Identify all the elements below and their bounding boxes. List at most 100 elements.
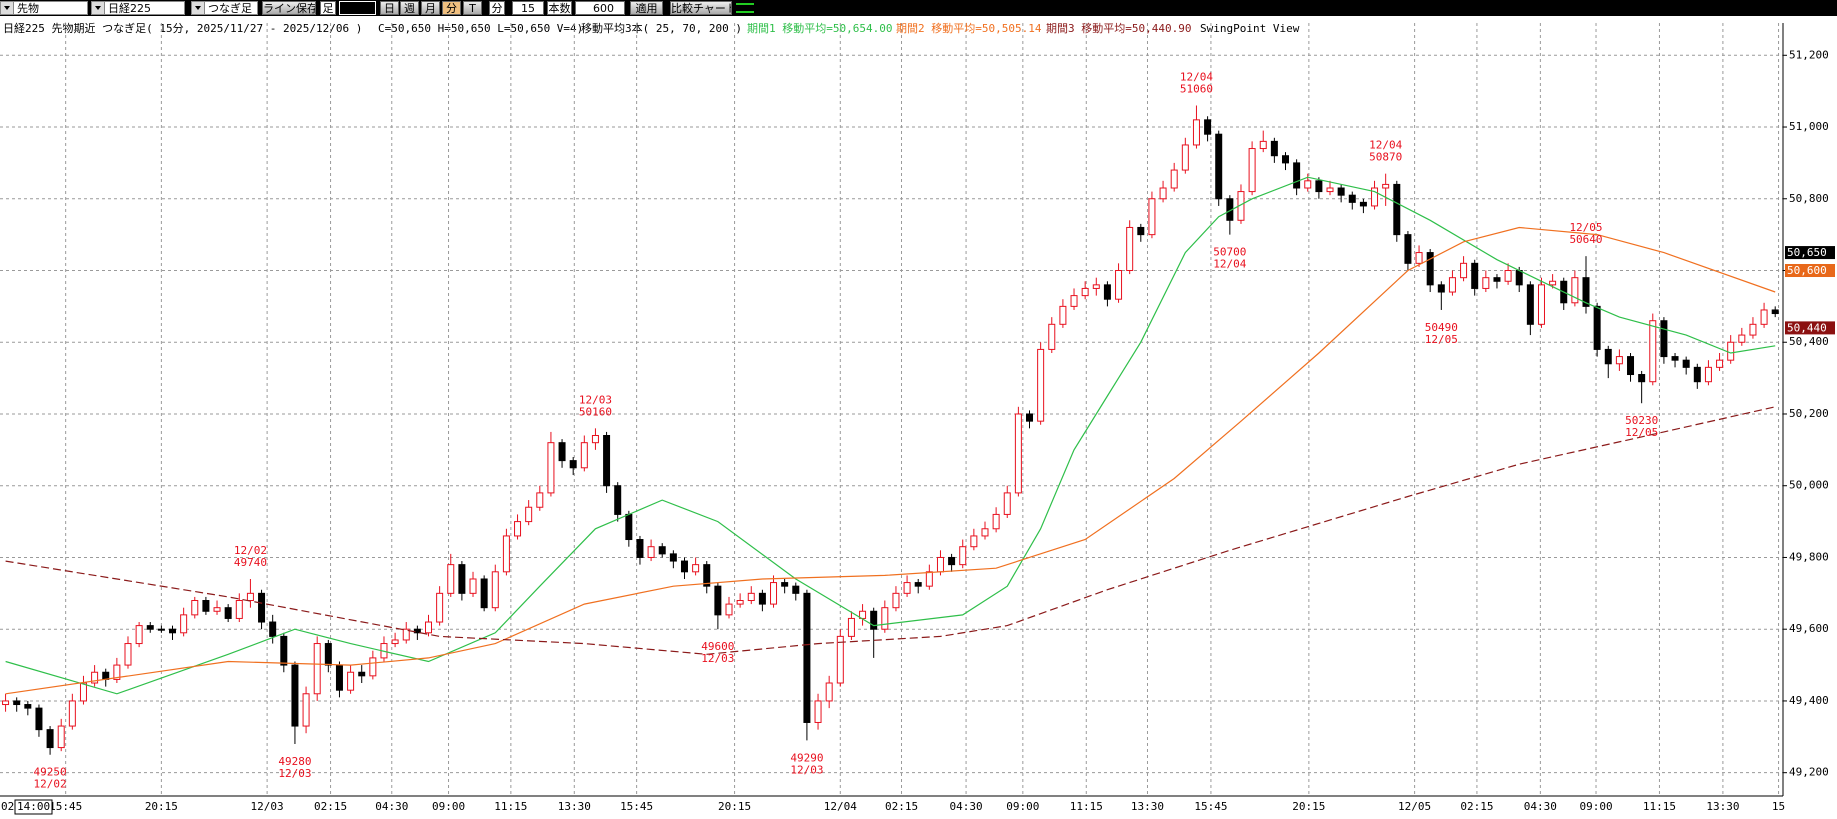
candle-body [1315, 180, 1323, 193]
candle-body [892, 592, 900, 609]
candle-body [1549, 280, 1557, 286]
apply-button[interactable]: 適用 [630, 1, 663, 15]
candle-body [1627, 356, 1635, 376]
foot-label: 足 [320, 1, 336, 15]
candle-body [1159, 187, 1167, 200]
candle-body [1460, 262, 1468, 279]
candle-body [747, 592, 755, 602]
index-select[interactable]: 日経225 [91, 1, 185, 15]
swing-date: 12/02 [234, 544, 267, 557]
candle-body [335, 664, 343, 691]
candle-body [1660, 320, 1668, 358]
candle-body [146, 625, 154, 630]
candle-body [480, 578, 488, 609]
candle-body [1704, 366, 1712, 383]
candle-body [169, 628, 177, 634]
swing-date: 12/03 [790, 763, 823, 776]
candle-body [213, 607, 221, 612]
foot-input[interactable] [339, 1, 376, 15]
candle-body [135, 625, 143, 645]
unit-label: 分 [489, 1, 505, 15]
count-input[interactable]: 600 [575, 1, 625, 15]
period-button[interactable]: 週 [400, 1, 419, 15]
bar-type-select[interactable]: つなぎ足 [191, 1, 258, 15]
candle-body [1103, 284, 1111, 300]
x-tick-label: 02:15 [314, 800, 347, 813]
candle-body [614, 485, 622, 515]
period-button[interactable]: 月 [421, 1, 440, 15]
view-label: SwingPoint View [1200, 22, 1300, 35]
candle-body [1504, 270, 1512, 282]
candle-body [436, 592, 444, 623]
candle-body [1604, 348, 1612, 365]
candle-body [1615, 356, 1623, 365]
candle-body [981, 528, 989, 537]
candle-body [302, 693, 310, 727]
candle-body [1059, 305, 1067, 325]
x-tick-label: 13:30 [1131, 800, 1164, 813]
period-button[interactable]: 分 [442, 1, 461, 15]
x-tick-label: 09:00 [1006, 800, 1039, 813]
swing-date: 12/03 [701, 652, 734, 665]
candle-body [647, 546, 655, 558]
swing-date: 12/05 [1625, 426, 1658, 439]
candle-body [1248, 148, 1256, 193]
candle-body [714, 585, 722, 616]
candle-body [736, 600, 744, 605]
swing-date: 12/03 [579, 393, 612, 406]
candle-body [1771, 309, 1779, 315]
save-button[interactable]: ライン保存 [262, 1, 316, 15]
swing-date: 12/04 [1180, 71, 1213, 84]
chart-icon[interactable] [736, 3, 754, 13]
candle-body [1148, 198, 1156, 236]
candle-body [402, 628, 410, 641]
candle-body [1026, 413, 1034, 422]
candle-body [836, 635, 844, 684]
candle-body [1526, 284, 1534, 325]
candle-body [792, 585, 800, 594]
candle-body [847, 617, 855, 637]
candle-body [1371, 187, 1379, 207]
candle-body [1404, 234, 1412, 264]
price-marker-label: 50,440 [1787, 321, 1827, 334]
swing-price: 49600 [701, 640, 734, 653]
period-button[interactable]: T [463, 1, 482, 15]
count-label: 本数 [547, 1, 572, 15]
candle-body [491, 571, 499, 609]
x-tick-label: 15:45 [620, 800, 653, 813]
market-select[interactable]: 先物 [0, 1, 88, 15]
ma-line [5, 406, 1776, 655]
candle-body [413, 628, 421, 634]
candle-body [591, 435, 599, 444]
candle-body [669, 553, 677, 562]
candle-body [502, 535, 510, 573]
candle-body [580, 442, 588, 469]
candle-body [113, 664, 121, 680]
candle-body [1638, 374, 1646, 383]
price-marker-label: 50,600 [1787, 264, 1827, 277]
candle-body [1215, 133, 1223, 200]
period-button[interactable]: 日 [380, 1, 399, 15]
x-tick-label: 04:30 [1524, 800, 1557, 813]
interval-input[interactable]: 15 [512, 1, 544, 15]
candle-body [558, 442, 566, 462]
y-tick-label: 50,400 [1789, 335, 1829, 348]
candle-body [79, 682, 87, 702]
candle-body [536, 492, 544, 508]
x-tick-label: 15:45 [1194, 800, 1227, 813]
candle-body [1738, 334, 1746, 343]
candle-body [1126, 226, 1134, 272]
candle-body [725, 603, 733, 616]
x-tick-label: 15 [1772, 800, 1785, 813]
candle-body [447, 564, 455, 594]
price-marker [1785, 321, 1835, 335]
x-tick-label: 20:15 [1292, 800, 1325, 813]
candle-body [1415, 252, 1423, 264]
x-tick-label: 13:30 [558, 800, 591, 813]
candle-body [57, 725, 65, 749]
candle-body [1493, 277, 1501, 282]
x-tick-label: 02:15 [885, 800, 918, 813]
candle-body [1426, 252, 1434, 286]
compare-button[interactable]: 比較チャート [670, 1, 732, 15]
